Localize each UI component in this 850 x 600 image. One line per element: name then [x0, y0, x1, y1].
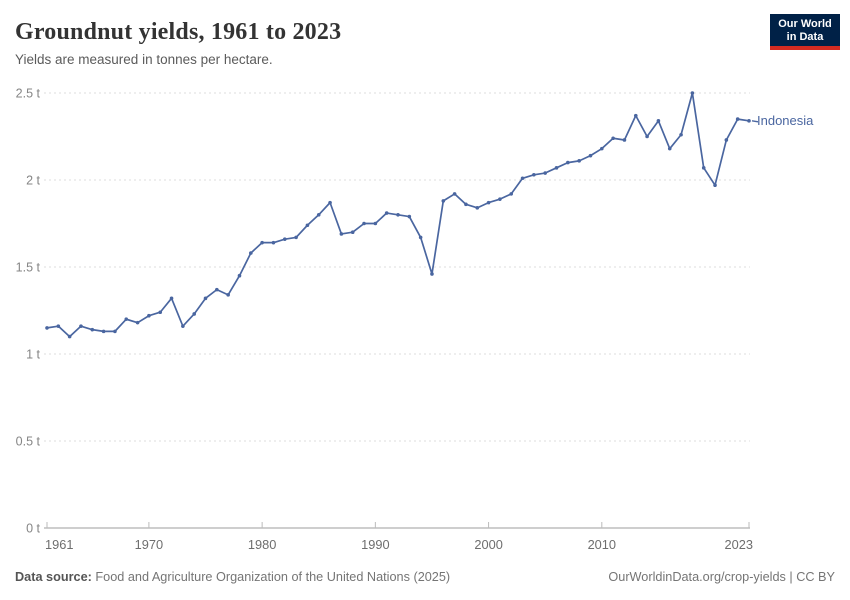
data-point-2017[interactable] [679, 132, 683, 137]
data-point-1998[interactable] [464, 202, 468, 207]
data-point-1991[interactable] [384, 211, 389, 215]
data-point-2020[interactable] [713, 183, 717, 188]
chart-title: Groundnut yields, 1961 to 2023 [15, 19, 342, 45]
data-point-1985[interactable] [316, 213, 321, 217]
data-point-1965[interactable] [90, 327, 95, 332]
data-point-1993[interactable] [407, 214, 412, 219]
y-axis-tick-label: 0 t [26, 522, 40, 536]
x-axis-tick-label: 2000 [474, 537, 502, 552]
data-point-2021[interactable] [724, 138, 729, 142]
credit-link: OurWorldinData.org/crop-yields | CC BY [608, 570, 835, 584]
data-point-1964[interactable] [79, 324, 83, 328]
data-point-1975[interactable] [203, 296, 208, 301]
data-point-2016[interactable] [667, 146, 672, 151]
data-point-1987[interactable] [339, 232, 344, 236]
data-point-1979[interactable] [249, 251, 253, 255]
data-point-1990[interactable] [373, 221, 378, 226]
data-point-1968[interactable] [124, 317, 129, 322]
data-point-2007[interactable] [566, 160, 570, 165]
data-point-1971[interactable] [158, 310, 163, 315]
data-point-1972[interactable] [169, 296, 174, 301]
x-axis-tick-label: 2023 [725, 537, 753, 552]
data-point-1983[interactable] [294, 235, 298, 240]
data-point-1973[interactable] [181, 324, 185, 328]
owid-logo-text-line2: in Data [786, 30, 824, 43]
data-point-1980[interactable] [260, 240, 264, 245]
data-source-label: Data source: [15, 570, 92, 584]
data-point-2005[interactable] [543, 171, 547, 175]
data-point-2015[interactable] [656, 119, 661, 123]
data-point-1966[interactable] [101, 329, 106, 334]
data-point-2008[interactable] [577, 159, 581, 163]
data-point-2002[interactable] [509, 192, 514, 196]
data-point-1986[interactable] [328, 200, 332, 205]
x-axis-tick-label: 1990 [361, 537, 389, 552]
data-point-2000[interactable] [486, 200, 491, 205]
data-point-1997[interactable] [452, 192, 457, 196]
series-label-connector [751, 120, 759, 123]
y-axis-tick-label: 1 t [26, 348, 40, 362]
data-point-1969[interactable] [135, 320, 140, 325]
data-point-1994[interactable] [418, 235, 423, 240]
data-point-1978[interactable] [237, 273, 242, 278]
owid-logo: Our World in Data [770, 14, 840, 50]
data-point-1988[interactable] [350, 230, 355, 234]
data-point-1977[interactable] [226, 293, 230, 297]
data-point-1982[interactable] [282, 237, 287, 241]
data-source-note: Data source: Food and Agriculture Organi… [15, 570, 450, 584]
data-point-1976[interactable] [215, 287, 219, 292]
x-axis-tick-label: 2010 [588, 537, 616, 552]
data-point-2009[interactable] [588, 153, 593, 158]
data-point-1999[interactable] [475, 206, 480, 210]
data-point-2010[interactable] [600, 146, 604, 151]
data-point-1996[interactable] [441, 199, 446, 203]
data-point-2012[interactable] [622, 138, 627, 142]
data-point-1962[interactable] [56, 324, 61, 328]
owid-logo-text-line1: Our World [778, 18, 832, 30]
x-axis-tick-label: 1970 [135, 537, 163, 552]
data-point-2006[interactable] [554, 166, 559, 170]
data-point-1981[interactable] [271, 240, 276, 245]
data-point-2011[interactable] [611, 136, 615, 141]
data-point-2003[interactable] [520, 176, 525, 181]
series-label-indonesia[interactable]: Indonesia [757, 113, 814, 128]
data-point-1970[interactable] [147, 313, 151, 318]
x-axis-tick-label: 1961 [45, 537, 73, 552]
data-point-2004[interactable] [532, 172, 536, 177]
data-point-1974[interactable] [192, 312, 196, 316]
data-point-1984[interactable] [305, 223, 310, 228]
footer: Data source: Food and Agriculture Organi… [15, 570, 835, 584]
data-point-2014[interactable] [645, 134, 649, 139]
y-axis-tick-label: 2.5 t [16, 87, 41, 101]
data-point-2018[interactable] [690, 91, 695, 95]
data-point-1963[interactable] [67, 334, 72, 339]
y-axis-tick-label: 1.5 t [16, 261, 41, 275]
data-point-1992[interactable] [396, 213, 400, 217]
data-source-text: Food and Agriculture Organization of the… [95, 570, 451, 584]
data-point-1967[interactable] [113, 329, 117, 334]
y-axis-tick-label: 0.5 t [16, 435, 41, 449]
chart-subtitle: Yields are measured in tonnes per hectar… [15, 52, 273, 67]
data-point-2019[interactable] [701, 166, 706, 170]
y-axis-tick-label: 2 t [26, 174, 40, 188]
data-point-2022[interactable] [735, 117, 740, 121]
x-axis-tick-label: 1980 [248, 537, 276, 552]
data-point-1961[interactable] [45, 326, 49, 330]
data-point-2023[interactable] [747, 119, 751, 123]
data-point-2001[interactable] [498, 197, 502, 201]
data-point-2013[interactable] [633, 113, 638, 118]
data-point-1995[interactable] [430, 272, 434, 276]
data-point-1989[interactable] [362, 221, 366, 226]
